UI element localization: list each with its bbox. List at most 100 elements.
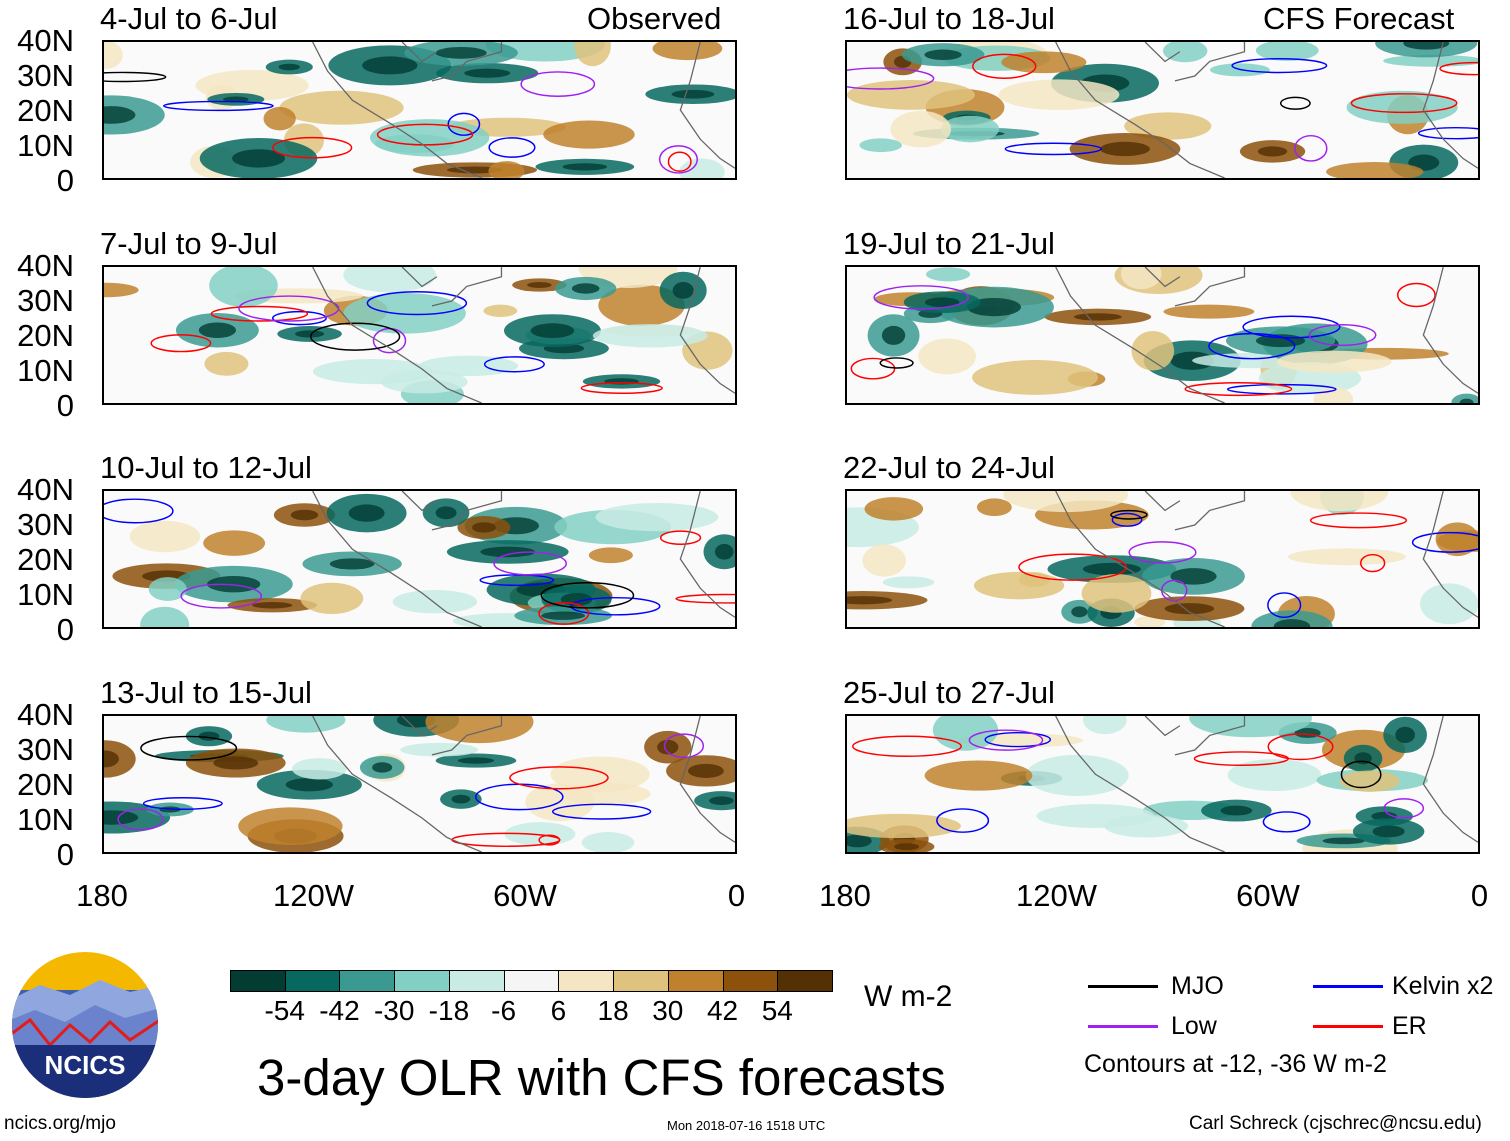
olr-anomaly <box>847 813 961 839</box>
olr-anomaly-core <box>348 504 385 522</box>
olr-anomaly <box>203 530 266 556</box>
lon-label: 60W <box>493 878 557 913</box>
lat-label: 20N <box>17 542 74 577</box>
lat-label: 20N <box>17 318 74 353</box>
wave-contour <box>210 305 309 322</box>
contour-note: Contours at -12, -36 W m-2 <box>1084 1050 1387 1078</box>
olr-anomaly-core <box>1459 398 1474 403</box>
panel-subtitle: Observed <box>587 1 722 36</box>
olr-map-panel <box>102 40 737 180</box>
wave-contour <box>1231 57 1328 74</box>
panel-title: 16-Jul to 18-Jul <box>843 1 1055 36</box>
olr-anomaly-core <box>232 149 285 168</box>
panel-title: 25-Jul to 27-Jul <box>843 675 1055 710</box>
legend-line-er <box>1313 1025 1383 1028</box>
olr-anomaly <box>543 120 635 149</box>
wave-contour <box>1340 760 1382 789</box>
wave-contour <box>1350 93 1458 114</box>
wave-contour <box>1396 282 1436 308</box>
olr-anomaly-core <box>471 522 496 533</box>
wave-contour <box>538 602 590 625</box>
panel-title: 7-Jul to 9-Jul <box>100 226 278 261</box>
lat-label: 40N <box>17 248 74 283</box>
olr-anomaly-core <box>213 756 259 770</box>
legend-line-mjo <box>1088 985 1158 988</box>
wave-contour <box>493 551 567 576</box>
olr-anomaly-core <box>1395 726 1415 744</box>
olr-anomaly <box>104 282 139 298</box>
lat-label: 10N <box>17 353 74 388</box>
lon-label: 0 <box>1470 878 1489 913</box>
olr-anomaly <box>1251 610 1333 627</box>
olr-anomaly <box>847 80 975 110</box>
lat-label: 20N <box>17 767 74 802</box>
olr-anomaly <box>1131 331 1175 371</box>
olr-anomaly <box>1375 42 1478 58</box>
wave-contour <box>580 382 663 395</box>
lat-label: 0 <box>56 388 74 423</box>
olr-anomaly-core <box>1403 42 1450 50</box>
lat-label: 10N <box>17 128 74 163</box>
colorbar-swatch <box>722 970 779 992</box>
timestamp: Mon 2018-07-16 1518 UTC <box>667 1118 826 1133</box>
colorbar-swatch <box>284 970 341 992</box>
olr-anomaly-core <box>451 794 471 804</box>
wave-contour <box>180 583 263 609</box>
olr-anomaly <box>343 292 466 334</box>
wave-contour <box>850 357 896 380</box>
olr-anomaly-core <box>372 762 393 773</box>
olr-anomaly <box>679 158 725 178</box>
wave-contour <box>104 71 167 83</box>
wave-contour <box>852 735 962 757</box>
panel-title: 4-Jul to 6-Jul <box>100 1 278 36</box>
olr-anomaly <box>1420 583 1478 625</box>
colorbar-label: 18 <box>597 995 629 1026</box>
olr-anomaly <box>300 582 364 615</box>
coastline <box>1055 267 1478 403</box>
wave-contour <box>142 796 223 810</box>
olr-anomaly <box>263 106 296 131</box>
wave-contour <box>163 100 274 112</box>
olr-map-panel <box>845 714 1480 854</box>
olr-anomaly <box>375 134 455 154</box>
olr-anomaly <box>140 606 190 627</box>
wave-contour <box>1242 315 1341 339</box>
wave-contour <box>150 334 212 353</box>
lat-label: 30N <box>17 58 74 93</box>
olr-anomaly <box>1104 814 1189 838</box>
wave-contour <box>488 137 536 158</box>
wave-contour <box>117 808 164 831</box>
olr-anomaly-core <box>104 810 139 825</box>
olr-anomaly <box>976 498 1012 517</box>
lat-label: 30N <box>17 283 74 318</box>
olr-anomaly <box>483 304 518 317</box>
wave-contour <box>1110 509 1148 520</box>
olr-anomaly <box>550 756 650 793</box>
wave-contour <box>570 596 661 616</box>
olr-anomaly-core <box>1273 619 1311 627</box>
wave-contour <box>972 53 1037 79</box>
olr-anomaly <box>925 267 971 282</box>
olr-anomaly-core <box>1220 805 1253 816</box>
wave-contour <box>1417 126 1478 140</box>
wave-contour <box>1308 323 1377 347</box>
olr-anomaly-core <box>657 739 679 755</box>
wave-contour <box>1262 811 1311 833</box>
olr-anomaly <box>1313 386 1354 403</box>
olr-anomaly <box>1346 90 1458 124</box>
panel-title: 22-Jul to 24-Jul <box>843 450 1055 485</box>
olr-anomaly-core <box>1073 313 1122 321</box>
wave-contour <box>310 322 401 351</box>
wave-contour <box>936 808 990 833</box>
olr-anomaly <box>652 42 723 61</box>
olr-anomaly <box>1290 491 1389 512</box>
olr-anomaly-core <box>329 558 375 570</box>
lat-label: 10N <box>17 802 74 837</box>
olr-anomaly-core <box>1164 603 1215 615</box>
site-url[interactable]: ncics.org/mjo <box>4 1113 116 1134</box>
lon-label: 180 <box>819 878 871 913</box>
colorbar-label: 6 <box>550 995 567 1026</box>
wave-contour <box>1267 733 1334 761</box>
lat-label: 20N <box>17 93 74 128</box>
lat-label: 40N <box>17 472 74 507</box>
